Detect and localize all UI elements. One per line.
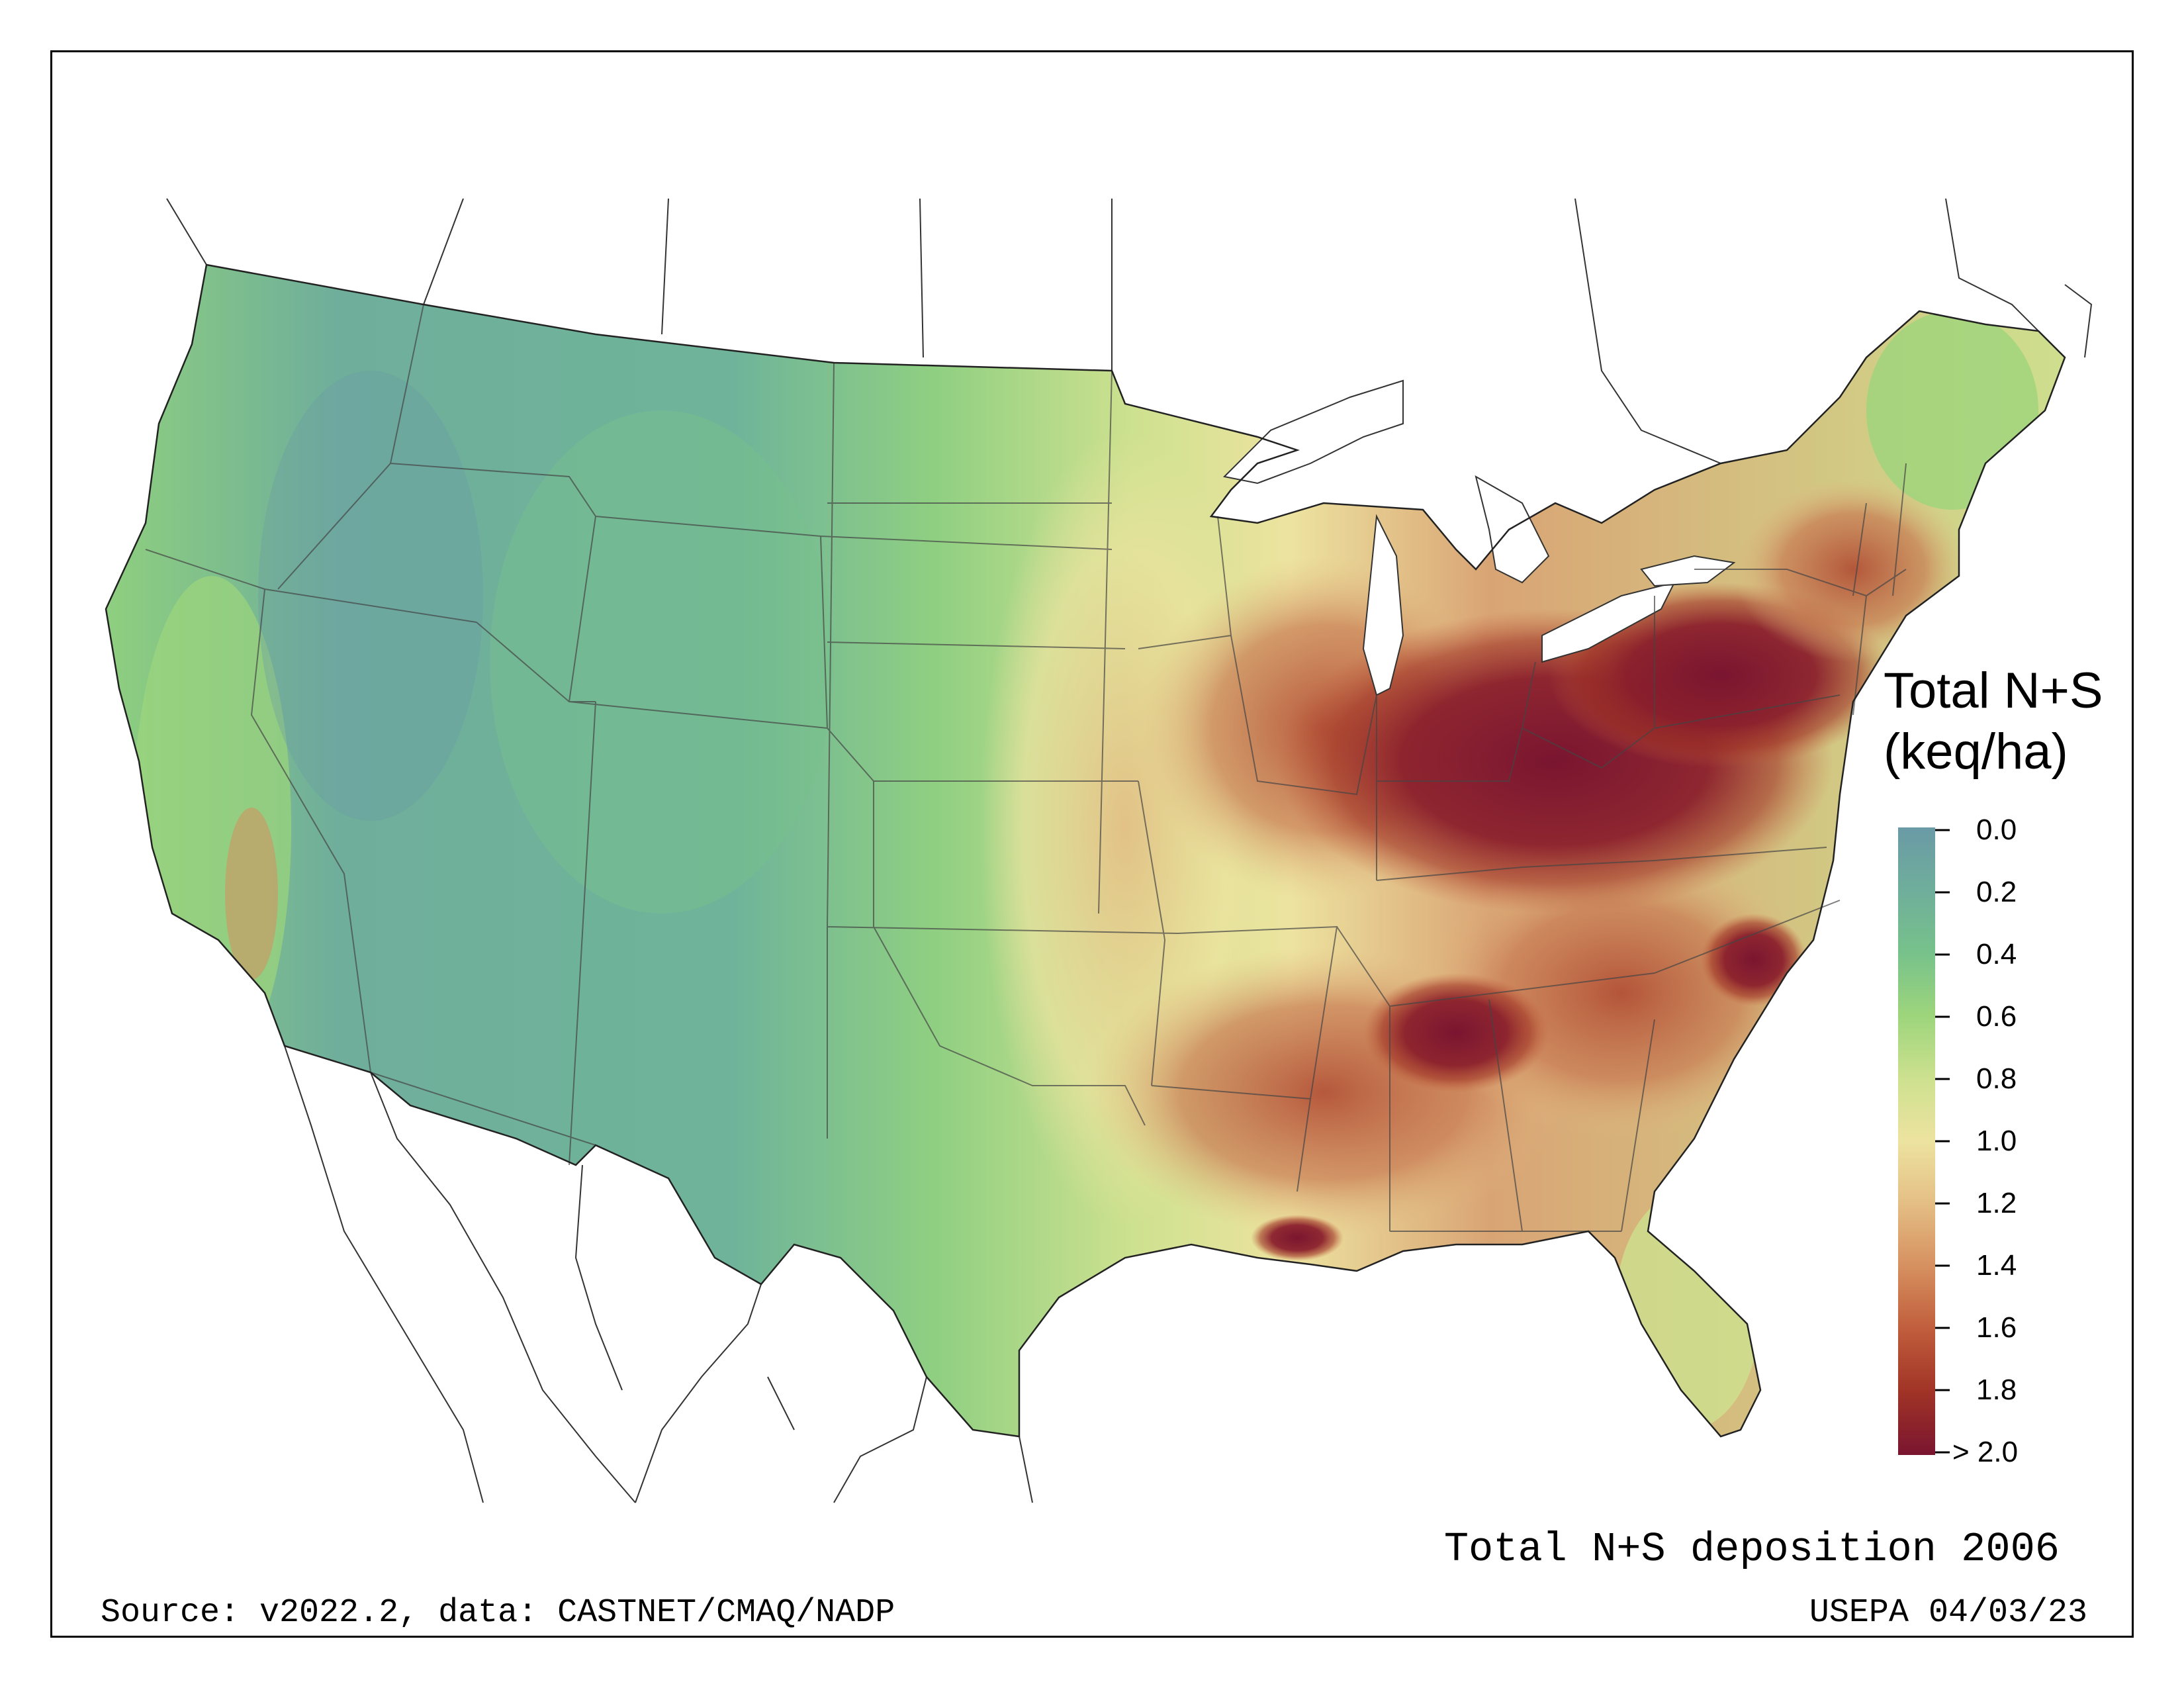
region-great-basin (258, 371, 483, 821)
legend-tick-label: 0.4 (1976, 938, 2017, 970)
legend-tick-label: 0.0 (1976, 814, 2017, 846)
great-lakes (1222, 379, 1736, 696)
lake-huron (1475, 475, 1550, 584)
neighbor-outlines (166, 198, 2093, 1503)
region-nc-hot (1701, 914, 1807, 1006)
legend-tick-label: 0.2 (1976, 876, 2017, 908)
region-california-hot (225, 808, 278, 980)
legend-tick-label: 0.6 (1976, 1000, 2017, 1033)
region-rockies (490, 410, 834, 914)
region-maine (1866, 311, 2038, 510)
source-note: Source: v2022.2, data: CASTNET/CMAQ/NADP (101, 1594, 895, 1632)
region-tennessee-hot (1363, 973, 1549, 1092)
lake-erie (1541, 581, 1676, 663)
map-title: Total N+S deposition 2006 (1443, 1526, 2060, 1573)
legend-tick-label: 1.2 (1976, 1187, 2017, 1219)
legend-title-line1: Total N+S (1884, 663, 2103, 719)
legend-tick-label: 0.8 (1976, 1062, 2017, 1095)
legend-tick-label: 1.6 (1976, 1311, 2017, 1344)
legend-tick-label: 1.4 (1976, 1249, 2017, 1282)
lake-michigan (1362, 514, 1404, 696)
legend-colorbar (1898, 827, 1935, 1455)
legend-tick-label: > 2.0 (1952, 1436, 2019, 1468)
legend-tick-label: 1.8 (1976, 1374, 2017, 1406)
lake-superior (1222, 379, 1404, 485)
us-outline (105, 263, 2066, 1438)
legend-tick-label: 1.0 (1976, 1125, 2017, 1157)
lake-ontario (1640, 555, 1736, 587)
state-boundaries (145, 304, 1907, 1232)
credit-note: USEPA 04/03/23 (1809, 1594, 2087, 1632)
legend-ticks (1935, 829, 1950, 1454)
legend-title-line2: (keq/ha) (1884, 724, 2068, 780)
region-louisiana-hot (1251, 1215, 1343, 1261)
